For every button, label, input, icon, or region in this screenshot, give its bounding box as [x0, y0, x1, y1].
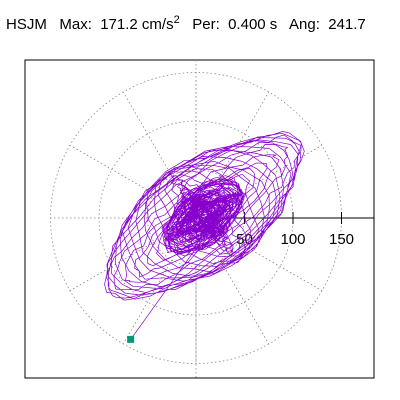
chart-header: HSJM Max: 171.2 cm/s2 Per: 0.400 s Ang: …: [6, 14, 366, 36]
max-label: Max:: [59, 16, 92, 33]
grid-spoke-150: [69, 144, 155, 195]
tick-label-100: 100: [280, 231, 305, 248]
grid-spoke-60: [219, 91, 270, 177]
trace-path: [104, 131, 305, 340]
motion-trace: [104, 131, 305, 340]
grid-spoke-330: [237, 241, 323, 292]
grid-spoke-210: [69, 241, 155, 292]
max-exponent: 2: [173, 14, 180, 26]
plot-frame: [24, 59, 375, 379]
tick-label-150: 150: [329, 231, 354, 248]
max-value: 171.2 cm/s: [100, 16, 174, 33]
angle-label: Ang:: [289, 16, 320, 33]
grid-spoke-300: [219, 259, 270, 345]
radial-axis: 50 100 150: [196, 212, 374, 248]
angle-value: 241.7: [328, 16, 366, 33]
period-label: Per:: [192, 16, 220, 33]
marker-layer: [127, 335, 135, 343]
peak-marker: [127, 335, 135, 343]
station-code: HSJM: [6, 16, 47, 33]
period-value: 0.400 s: [228, 16, 278, 33]
grid-spoke-120: [122, 91, 173, 177]
grid-spoke-240: [122, 259, 173, 345]
